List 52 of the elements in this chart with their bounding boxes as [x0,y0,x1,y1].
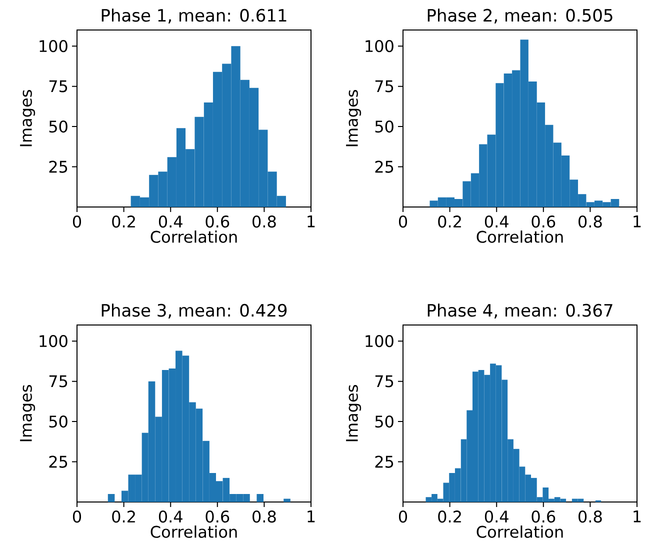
y-tick-label: 75 [375,375,394,388]
chart-title: Phase 3, mean: 0.429 [102,304,287,318]
y-axis-title: Images [20,90,36,146]
x-tick-label: 1 [634,216,641,228]
y-axis-title: Images [346,385,362,442]
x-tick-label: 0.2 [438,510,461,523]
chart-title: Phase 2, mean: 0.505 [428,8,612,24]
y-tick-label: 100 [40,40,68,52]
x-tick-label: 0 [72,216,82,228]
x-tick-label: 0.8 [252,510,276,523]
y-tick-label: 100 [40,335,68,348]
y-tick-label: 50 [49,416,68,428]
x-tick-label: 0.8 [252,216,276,228]
y-tick-label: 25 [49,160,68,173]
x-axis-title: Correlation [150,526,237,538]
y-tick-label: 50 [375,416,394,428]
x-tick-label: 1 [308,510,315,522]
y-axis-title: Images [346,90,362,146]
x-axis-title: Correlation [476,230,563,243]
y-tick-label: 25 [375,160,394,173]
x-tick-label: 0 [398,510,408,523]
x-tick-label: 0 [398,216,408,228]
x-tick-label: 0.8 [578,216,602,228]
x-tick-label: 1 [308,216,315,228]
y-tick-label: 25 [49,456,68,468]
y-tick-label: 25 [375,456,394,468]
chart-title: Phase 4, mean: 0.367 [428,304,612,318]
x-tick-label: 0 [72,510,82,523]
y-tick-label: 50 [375,120,394,133]
x-tick-label: 0.6 [206,216,230,228]
x-tick-label: 0.6 [532,510,556,523]
y-axis-title: Images [20,385,36,442]
x-tick-label: 1 [634,510,641,522]
x-tick-label: 0.8 [578,510,602,523]
x-tick-label: 0.4 [484,216,508,228]
x-tick-label: 0.6 [206,510,230,523]
x-tick-label: 0.6 [532,216,556,228]
chart-title: Phase 1, mean: 0.611 [102,8,286,24]
x-tick-label: 0.4 [158,510,182,523]
x-tick-label: 0.2 [112,216,135,228]
x-axis-title: Correlation [476,526,563,538]
y-tick-label: 75 [49,375,68,388]
y-tick-label: 100 [366,40,394,52]
y-tick-label: 75 [49,80,68,92]
y-tick-label: 100 [366,335,394,348]
y-tick-label: 75 [375,80,394,92]
y-tick-label: 50 [49,120,68,133]
x-axis-title: Correlation [150,230,237,243]
x-tick-label: 0.4 [484,510,508,523]
x-tick-label: 0.4 [158,216,182,228]
x-tick-label: 0.2 [112,510,135,523]
x-tick-label: 0.2 [438,216,461,228]
